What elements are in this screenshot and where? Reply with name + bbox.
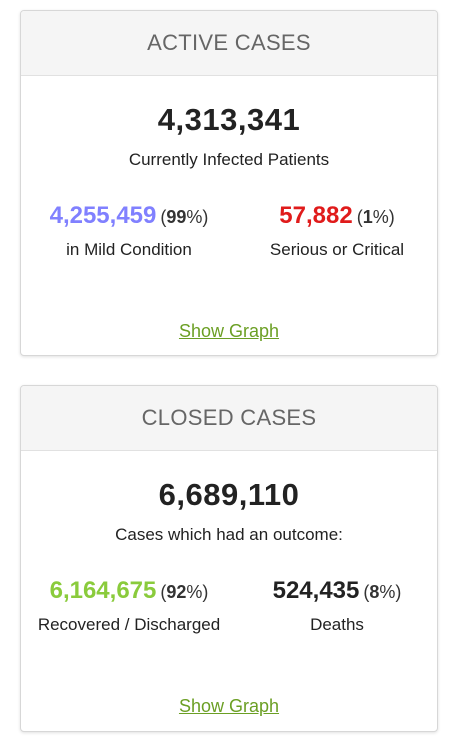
serious-critical-stat: 57,882 (1%) Serious or Critical <box>237 202 437 260</box>
closed-cases-caption: Cases which had an outcome: <box>115 525 343 544</box>
active-cases-caption: Currently Infected Patients <box>128 150 330 169</box>
serious-critical-percent: 1 <box>362 207 373 227</box>
deaths-caption: Deaths <box>310 615 364 634</box>
serious-critical-value: 57,882 <box>279 202 353 229</box>
closed-cases-panel: CLOSED CASES 6,689,110 Cases which had a… <box>20 385 438 732</box>
deaths-percent: 8 <box>369 582 380 602</box>
active-cases-heading: ACTIVE CASES <box>21 11 437 76</box>
recovered-percent: 92 <box>166 582 187 602</box>
active-show-graph-link[interactable]: Show Graph <box>178 321 280 341</box>
closed-show-graph-link[interactable]: Show Graph <box>178 696 280 716</box>
closed-cases-heading: CLOSED CASES <box>21 386 437 451</box>
deaths-stat: 524,435 (8%) Deaths <box>237 577 437 635</box>
recovered-caption: Recovered / Discharged <box>37 615 221 634</box>
mild-condition-percent: 99 <box>166 207 187 227</box>
active-cases-total: 4,313,341 <box>157 102 301 137</box>
closed-cases-total: 6,689,110 <box>158 477 300 512</box>
mild-condition-stat: 4,255,459 (99%) in Mild Condition <box>21 202 237 260</box>
active-cases-panel: ACTIVE CASES 4,313,341 Currently Infecte… <box>20 10 438 356</box>
deaths-value: 524,435 <box>272 577 360 604</box>
serious-critical-caption: Serious or Critical <box>269 240 405 259</box>
recovered-value: 6,164,675 <box>49 577 157 604</box>
recovered-stat: 6,164,675 (92%) Recovered / Discharged <box>21 577 237 635</box>
mild-condition-caption: in Mild Condition <box>66 240 192 259</box>
mild-condition-value: 4,255,459 <box>49 202 157 229</box>
